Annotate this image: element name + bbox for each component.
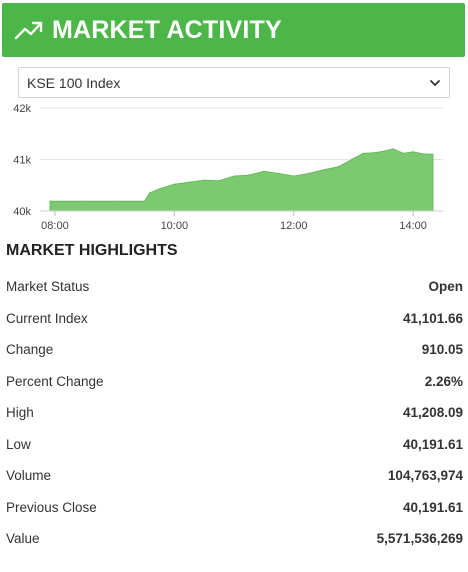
data-point bbox=[84, 200, 86, 202]
page-title: MARKET ACTIVITY bbox=[52, 15, 282, 44]
data-point bbox=[372, 152, 374, 154]
highlight-value: Open bbox=[428, 279, 463, 295]
data-point bbox=[382, 150, 384, 152]
highlight-value: 910.05 bbox=[421, 342, 463, 358]
index-area-series bbox=[49, 148, 434, 212]
highlight-row: High 41,208.09 bbox=[0, 397, 468, 429]
data-point bbox=[402, 152, 404, 154]
highlight-label: Previous Close bbox=[6, 499, 97, 515]
highlight-label: Market Status bbox=[6, 279, 90, 295]
data-point bbox=[203, 179, 205, 181]
data-point bbox=[148, 192, 151, 194]
highlight-value: 5,571,536,269 bbox=[376, 531, 463, 547]
data-point bbox=[263, 170, 265, 172]
highlight-value: 40,191.61 bbox=[402, 436, 463, 452]
y-tick-label: 40k bbox=[13, 206, 31, 218]
highlight-row: Volume 104,763,974 bbox=[0, 460, 468, 492]
highlight-value: 41,208.09 bbox=[402, 405, 463, 421]
highlights-table: Market Status Open Current Index 41,101.66 C… bbox=[0, 271, 468, 555]
market-highlights-title: MARKET HIGHLIGHTS bbox=[6, 242, 178, 259]
data-point bbox=[293, 175, 295, 177]
highlight-row: Change 910.05 bbox=[0, 334, 468, 366]
data-point bbox=[188, 181, 190, 183]
data-point bbox=[323, 169, 325, 171]
x-tick-label: 10:00 bbox=[161, 220, 189, 232]
y-tick-label: 42k bbox=[13, 103, 31, 115]
data-point bbox=[173, 183, 175, 185]
data-point bbox=[278, 172, 280, 174]
index-select-value: KSE 100 Index bbox=[27, 75, 121, 91]
trending-up-icon bbox=[14, 21, 43, 40]
highlight-label: Current Index bbox=[6, 310, 88, 326]
data-point bbox=[248, 174, 250, 176]
highlight-label: Change bbox=[6, 342, 54, 358]
highlight-label: Low bbox=[6, 436, 31, 452]
x-tick-label: 12:00 bbox=[280, 220, 308, 232]
chevron-down-icon bbox=[430, 80, 440, 86]
data-point bbox=[412, 151, 414, 153]
highlight-label: High bbox=[6, 405, 34, 421]
data-point bbox=[337, 166, 340, 168]
highlight-row: Low 40,191.61 bbox=[0, 429, 468, 461]
highlight-label: Value bbox=[6, 531, 40, 547]
data-point bbox=[422, 153, 424, 155]
highlight-value: 104,763,974 bbox=[387, 468, 463, 484]
data-point bbox=[143, 200, 146, 202]
data-point bbox=[218, 180, 220, 182]
data-point bbox=[114, 200, 116, 202]
data-point bbox=[432, 153, 434, 155]
highlight-label: Volume bbox=[6, 468, 52, 484]
index-chart: 42k 41k 40k 08:00 10:00 12:00 14:00 bbox=[13, 103, 443, 232]
data-point bbox=[362, 152, 364, 154]
x-tick-label: 14:00 bbox=[399, 220, 427, 232]
highlight-row: Market Status Open bbox=[0, 271, 468, 303]
market-activity-header: MARKET ACTIVITY bbox=[2, 3, 465, 57]
index-select[interactable]: KSE 100 Index bbox=[18, 67, 450, 98]
data-point bbox=[392, 148, 394, 150]
highlight-value: 41,101.66 bbox=[402, 310, 463, 326]
data-point bbox=[49, 200, 51, 202]
data-point bbox=[308, 172, 310, 174]
highlight-row: Value 5,571,536,269 bbox=[0, 523, 468, 555]
highlight-value: 2.26% bbox=[424, 373, 463, 389]
highlight-label: Percent Change bbox=[6, 373, 104, 389]
highlight-row: Percent Change 2.26% bbox=[0, 366, 468, 398]
highlight-value: 40,191.61 bbox=[402, 499, 463, 515]
data-point bbox=[352, 157, 354, 160]
highlight-row: Previous Close 40,191.61 bbox=[0, 492, 468, 524]
highlight-row: Current Index 41,101.66 bbox=[0, 303, 468, 335]
data-point bbox=[158, 188, 160, 190]
x-tick-label: 08:00 bbox=[41, 220, 69, 232]
y-tick-label: 41k bbox=[13, 155, 31, 167]
data-point bbox=[233, 175, 235, 177]
